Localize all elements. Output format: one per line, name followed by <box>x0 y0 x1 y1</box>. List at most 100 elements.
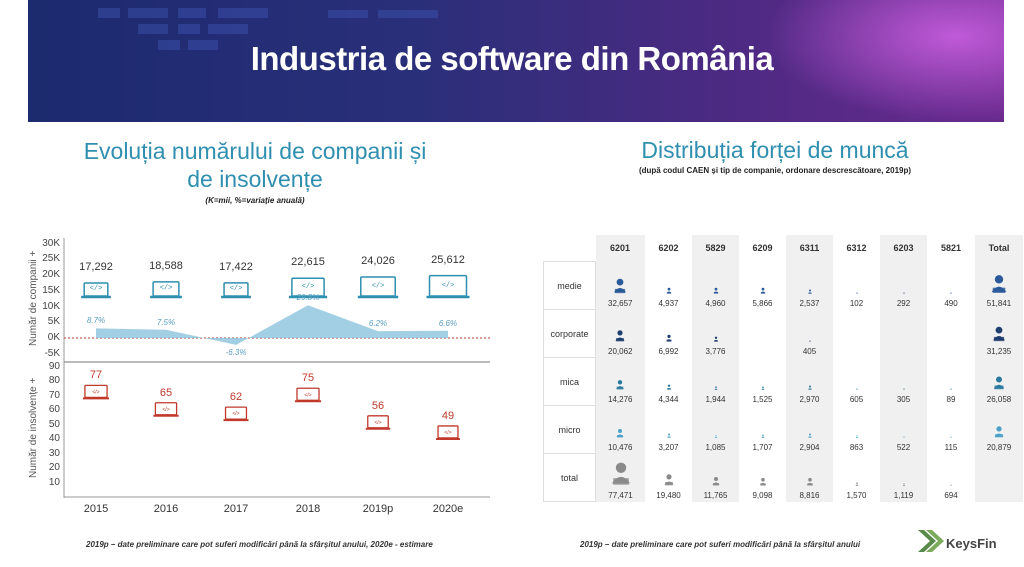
right-footnote: 2019p – date preliminare care pot suferi… <box>580 540 861 549</box>
decor-tile <box>328 10 368 18</box>
cell-content: 3,207 <box>645 406 692 454</box>
table-cell <box>927 310 975 358</box>
cell-value: 694 <box>944 490 958 500</box>
table-cell: 20,062 <box>595 309 645 358</box>
y-tick-label: 40 <box>48 433 60 444</box>
table-cell: 8,816 <box>786 453 833 502</box>
person-at-laptop-icon <box>989 273 1010 296</box>
code-glyph: </> <box>90 285 103 293</box>
growth-area <box>96 305 448 345</box>
column-header: Total <box>975 235 1023 262</box>
cell-content: 292 <box>880 262 927 310</box>
cell-content: 14,276 <box>596 358 645 406</box>
code-glyph: </> <box>304 392 311 398</box>
company-count-label: 17,422 <box>219 260 253 273</box>
cell-content: 1,525 <box>739 358 786 406</box>
column-header: 6202 <box>658 243 679 254</box>
code-glyph: </> <box>374 420 381 426</box>
y-tick-label: 30K <box>42 237 60 249</box>
cell-value: 77,471 <box>608 490 633 500</box>
cell-content: 10,476 <box>596 406 645 454</box>
column-header: 6209 <box>752 243 773 254</box>
header-banner <box>28 0 1004 122</box>
code-glyph: </> <box>230 285 243 293</box>
growth-pct-label: 7.5% <box>156 317 176 327</box>
table-cell: 4,960 <box>692 261 739 310</box>
cell-value: 490 <box>944 298 958 308</box>
cell-content: 77,471 <box>596 454 645 502</box>
table-header-row: 6201 6202 5829 6209 6311 6312 6203 5821 Total <box>544 235 1023 262</box>
row-label: corporate <box>543 309 596 358</box>
table-cell: 292 <box>880 261 927 310</box>
insolvency-count-label: 65 <box>159 386 173 399</box>
table-cell: 405 <box>786 309 833 358</box>
cell-value: 4,960 <box>705 298 726 308</box>
cell-value: 1,085 <box>705 442 726 452</box>
cell-value: 19,480 <box>656 490 681 500</box>
column-header: 6201 <box>595 235 645 262</box>
cell-value: 102 <box>849 298 864 308</box>
cell-value: 5,866 <box>752 298 773 308</box>
table-cell: 3,776 <box>692 309 739 358</box>
insolvency-count-label: 49 <box>441 409 455 422</box>
y-tick-label: -5K <box>44 347 60 359</box>
x-category-label: 2019p <box>362 503 394 515</box>
cell-value: 20,879 <box>986 442 1012 452</box>
person-at-laptop-icon <box>711 476 721 488</box>
person-at-laptop-icon <box>758 477 767 488</box>
cell-content: 405 <box>786 310 833 358</box>
cell-value: 605 <box>849 394 864 404</box>
cell-content <box>739 310 786 358</box>
table-cell: 863 <box>833 406 880 454</box>
x-category-label: 2020e <box>432 503 464 515</box>
table-row: mica 14,276 4,344 1,944 1,525 2,970 605 305 89 26… <box>543 357 1023 406</box>
code-glyph: </> <box>302 283 315 291</box>
person-at-laptop-icon <box>666 383 672 392</box>
y-tick-label: 80 <box>48 375 60 386</box>
table-cell <box>739 310 786 358</box>
decor-tile <box>128 8 168 18</box>
cell-content: 3,776 <box>692 310 739 358</box>
table-cell: 20,879 <box>975 405 1023 454</box>
table-cell: 11,765 <box>692 453 739 502</box>
cell-content: 4,960 <box>692 262 739 310</box>
cell-content <box>880 310 927 358</box>
person-at-laptop-icon <box>665 287 672 296</box>
cell-value: 2,537 <box>799 298 820 308</box>
cell-value: 6,992 <box>658 346 679 356</box>
y-tick-label: 10 <box>48 476 60 488</box>
person-at-laptop-icon <box>615 428 625 440</box>
table-cell: 1,707 <box>739 406 786 454</box>
person-at-laptop-icon <box>807 287 812 296</box>
table-body: medie 32,657 4,937 4,960 5,866 2,537 102 292 490… <box>543 261 1023 502</box>
cell-value: 89 <box>946 394 956 404</box>
person-at-laptop-icon <box>665 334 673 344</box>
table-row: micro 10,476 3,207 1,085 1,707 2,904 863 522 115… <box>543 405 1023 454</box>
cell-value: 51,841 <box>986 298 1012 308</box>
table-cell: 1,119 <box>880 453 927 502</box>
cell-value: 32,657 <box>608 298 633 308</box>
x-category-label: 2017 <box>223 503 249 515</box>
cell-content: 20,879 <box>975 406 1023 454</box>
company-count-label: 25,612 <box>431 253 465 266</box>
insolvency-count-label: 56 <box>371 399 385 412</box>
cell-value: 26,058 <box>986 394 1012 404</box>
decor-tile <box>98 8 120 18</box>
table-cell <box>975 453 1023 502</box>
cell-content: 26,058 <box>975 358 1023 406</box>
cell-value: 4,344 <box>658 394 679 404</box>
cell-value: 1,119 <box>893 490 914 500</box>
table-cell <box>833 310 880 358</box>
table-cell: 5,866 <box>739 262 786 310</box>
corner-cell <box>544 235 596 262</box>
person-at-laptop-icon <box>612 277 629 296</box>
cell-value: 3,776 <box>705 346 726 356</box>
cell-content: 6,992 <box>645 310 692 358</box>
cell-value: 3,207 <box>658 442 679 452</box>
cell-content <box>975 454 1023 502</box>
cell-content: 1,944 <box>692 358 739 406</box>
column-header: 6311 <box>786 235 833 262</box>
decor-tile <box>218 8 268 18</box>
page-title: Industria de software din România <box>250 40 774 77</box>
cell-content: 1,707 <box>739 406 786 454</box>
